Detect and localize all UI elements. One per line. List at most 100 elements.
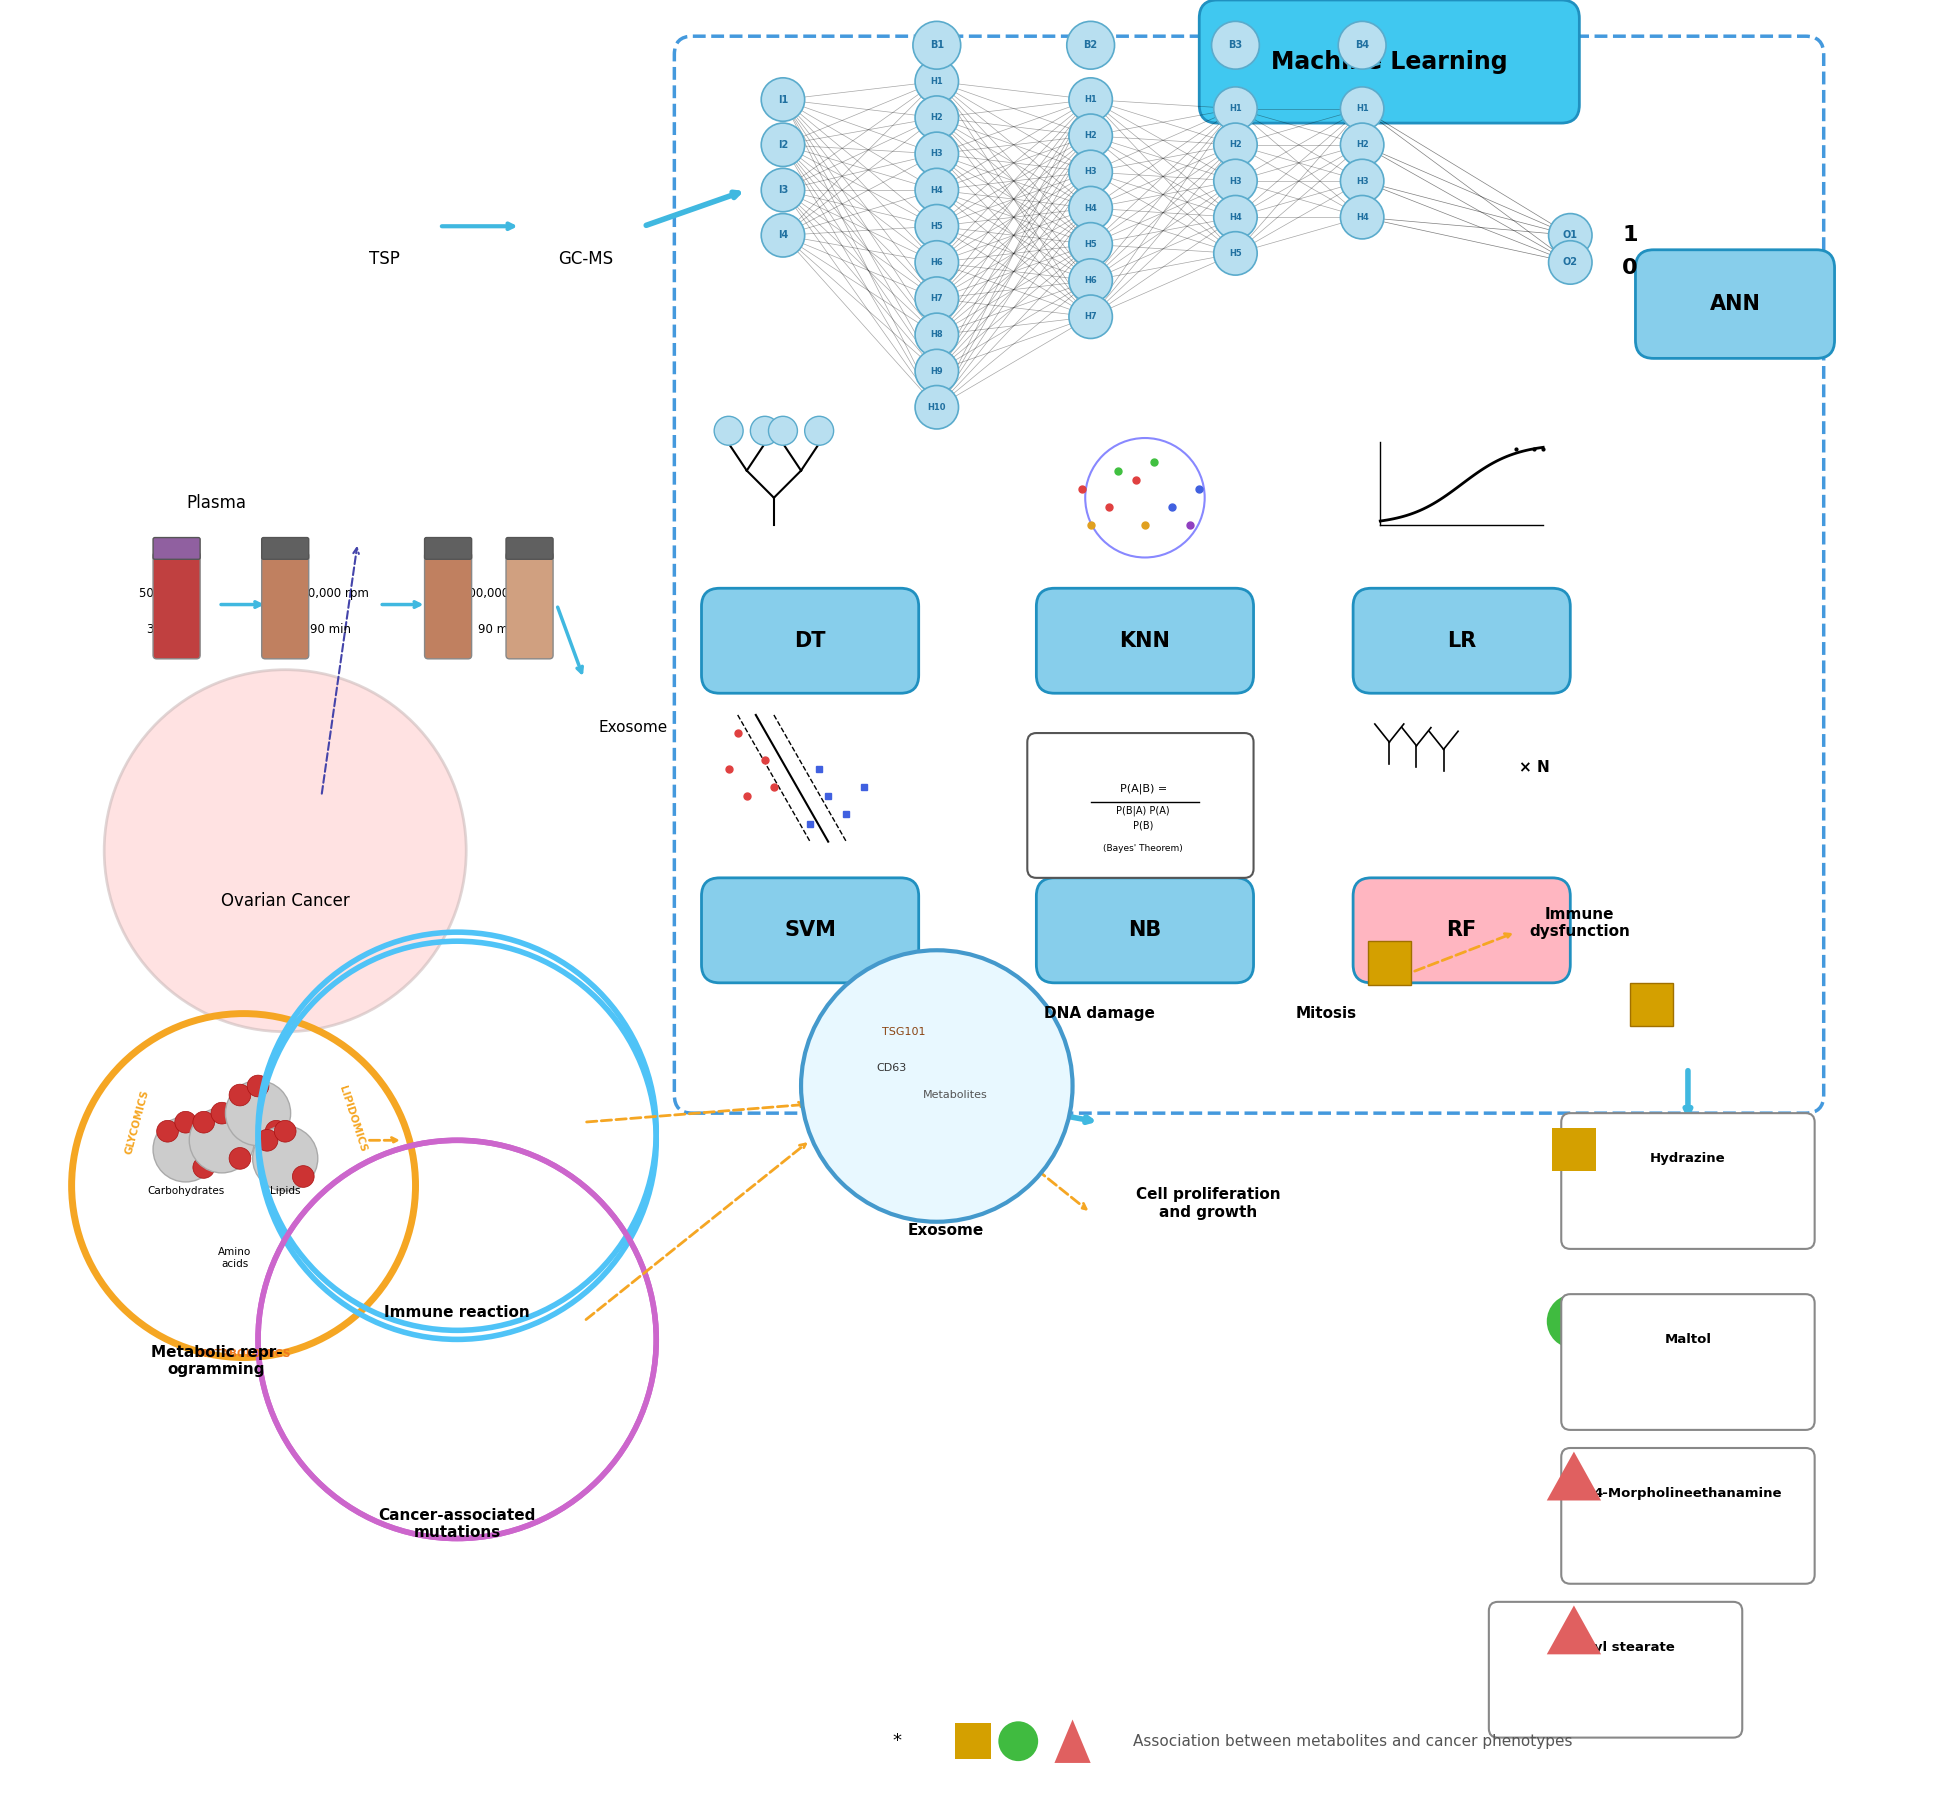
- FancyBboxPatch shape: [1561, 1448, 1816, 1584]
- Circle shape: [1341, 159, 1384, 203]
- Circle shape: [1341, 87, 1384, 130]
- FancyBboxPatch shape: [261, 552, 309, 659]
- Text: H4: H4: [1356, 214, 1368, 221]
- Circle shape: [915, 241, 959, 284]
- Text: B1: B1: [930, 40, 944, 51]
- Circle shape: [769, 416, 798, 445]
- Circle shape: [1068, 186, 1113, 230]
- Circle shape: [1549, 241, 1592, 284]
- Text: H2: H2: [1230, 141, 1242, 148]
- FancyBboxPatch shape: [506, 552, 553, 659]
- Text: METABOLOMICS: METABOLOMICS: [197, 1348, 290, 1359]
- Circle shape: [1214, 123, 1257, 167]
- Circle shape: [915, 313, 959, 357]
- Text: O1: O1: [1563, 230, 1578, 241]
- Text: H6: H6: [930, 259, 944, 266]
- Text: RF: RF: [1446, 919, 1477, 941]
- Text: (Bayes' Theorem): (Bayes' Theorem): [1103, 845, 1183, 853]
- Circle shape: [915, 277, 959, 320]
- Text: H2: H2: [1356, 141, 1368, 148]
- Text: Carbohydrates: Carbohydrates: [148, 1186, 224, 1196]
- Text: H4: H4: [930, 186, 944, 194]
- Text: NB: NB: [1129, 919, 1162, 941]
- Circle shape: [1214, 195, 1257, 239]
- Text: H1: H1: [1356, 105, 1368, 112]
- Text: Metabolites: Metabolites: [922, 1090, 987, 1100]
- FancyBboxPatch shape: [701, 588, 919, 693]
- Text: H7: H7: [930, 295, 944, 302]
- Circle shape: [1068, 259, 1113, 302]
- Circle shape: [193, 1111, 214, 1133]
- Text: Immune reaction: Immune reaction: [383, 1305, 529, 1319]
- Circle shape: [1214, 159, 1257, 203]
- Text: H1: H1: [1230, 105, 1242, 112]
- FancyBboxPatch shape: [506, 538, 553, 559]
- Circle shape: [1068, 78, 1113, 121]
- Circle shape: [761, 168, 804, 212]
- FancyBboxPatch shape: [1368, 941, 1411, 985]
- Text: H5: H5: [1084, 241, 1098, 248]
- Polygon shape: [1547, 1605, 1602, 1654]
- Text: GC-MS: GC-MS: [559, 250, 613, 268]
- Circle shape: [761, 123, 804, 167]
- Text: P(A|B) =: P(A|B) =: [1119, 784, 1168, 795]
- FancyBboxPatch shape: [1635, 250, 1835, 358]
- Text: H4: H4: [1230, 214, 1242, 221]
- FancyBboxPatch shape: [1037, 588, 1253, 693]
- Text: 0: 0: [1623, 257, 1639, 279]
- Text: H3: H3: [930, 150, 944, 157]
- Text: Plasma: Plasma: [187, 494, 247, 512]
- Text: 100,000 rpm: 100,000 rpm: [292, 586, 368, 601]
- Circle shape: [998, 1721, 1037, 1761]
- Circle shape: [915, 205, 959, 248]
- Text: H5: H5: [930, 223, 944, 230]
- Text: 4-Morpholineethanamine: 4-Morpholineethanamine: [1594, 1486, 1783, 1500]
- Text: CD63: CD63: [876, 1062, 907, 1073]
- Circle shape: [1341, 195, 1384, 239]
- Circle shape: [1549, 214, 1592, 257]
- Text: H8: H8: [930, 331, 944, 338]
- Text: H3: H3: [1230, 177, 1242, 185]
- Text: H3: H3: [1084, 168, 1098, 176]
- Circle shape: [802, 950, 1072, 1222]
- Text: Machine Learning: Machine Learning: [1271, 49, 1508, 74]
- FancyBboxPatch shape: [1489, 1602, 1742, 1738]
- Circle shape: [1341, 123, 1384, 167]
- FancyBboxPatch shape: [1561, 1294, 1816, 1430]
- Text: 90 min: 90 min: [309, 623, 350, 637]
- Text: Exosome: Exosome: [907, 1224, 985, 1238]
- Circle shape: [1068, 295, 1113, 338]
- Text: B4: B4: [1354, 40, 1370, 51]
- Text: Association between metabolites and cancer phenotypes: Association between metabolites and canc…: [1133, 1734, 1572, 1748]
- Text: I3: I3: [778, 185, 788, 195]
- FancyBboxPatch shape: [1631, 983, 1674, 1026]
- Text: TSP: TSP: [370, 250, 401, 268]
- Text: I1: I1: [778, 94, 788, 105]
- Text: 1: 1: [1623, 224, 1639, 246]
- Text: O2: O2: [1563, 257, 1578, 268]
- FancyBboxPatch shape: [701, 878, 919, 983]
- FancyBboxPatch shape: [261, 538, 309, 559]
- Text: Cancer-associated
mutations: Cancer-associated mutations: [378, 1508, 535, 1540]
- Text: Maltol: Maltol: [1664, 1332, 1711, 1347]
- Circle shape: [913, 22, 961, 69]
- Text: B2: B2: [1084, 40, 1098, 51]
- Circle shape: [189, 1108, 255, 1173]
- FancyBboxPatch shape: [1037, 878, 1253, 983]
- Circle shape: [915, 132, 959, 176]
- Text: × N: × N: [1518, 760, 1549, 775]
- Circle shape: [1068, 114, 1113, 157]
- Text: Ovarian Cancer: Ovarian Cancer: [220, 892, 350, 910]
- Circle shape: [915, 349, 959, 393]
- Text: B3: B3: [1228, 40, 1242, 51]
- FancyBboxPatch shape: [424, 552, 471, 659]
- Circle shape: [230, 1148, 251, 1169]
- Text: H1: H1: [1084, 96, 1098, 103]
- FancyBboxPatch shape: [154, 552, 200, 659]
- Text: Mitosis: Mitosis: [1296, 1006, 1356, 1021]
- Circle shape: [915, 96, 959, 139]
- Text: LIPIDOMICS: LIPIDOMICS: [337, 1084, 368, 1153]
- Circle shape: [761, 78, 804, 121]
- Text: 5000 rpm: 5000 rpm: [138, 586, 197, 601]
- Circle shape: [915, 386, 959, 429]
